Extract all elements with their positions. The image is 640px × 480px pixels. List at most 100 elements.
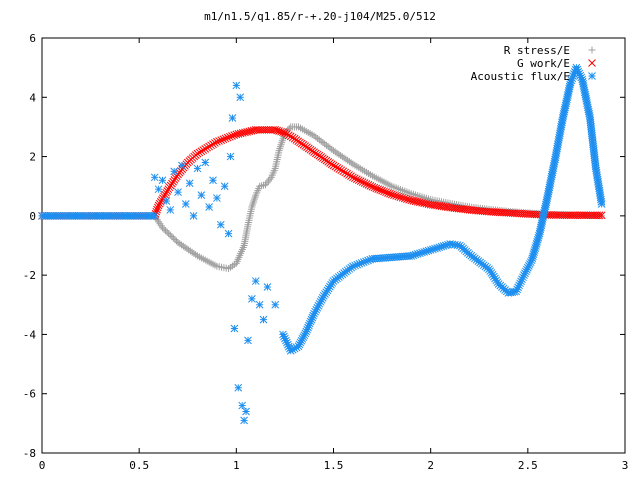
data-point [259, 315, 268, 324]
data-point [186, 247, 194, 255]
data-point [595, 211, 604, 220]
data-point [181, 200, 190, 208]
y-tick-label: -2 [23, 269, 36, 282]
data-point [386, 189, 394, 198]
data-point [155, 199, 164, 208]
data-point [343, 169, 351, 178]
data-point [188, 248, 196, 256]
data-point [158, 176, 167, 185]
data-point [378, 186, 386, 195]
data-point [185, 179, 194, 188]
data-point [330, 147, 337, 155]
data-point [345, 158, 353, 166]
y-tick-label: 2 [29, 151, 36, 164]
data-point [223, 133, 232, 142]
data-point [171, 236, 179, 244]
data-point [205, 142, 213, 151]
data-point [398, 193, 407, 202]
data-point [597, 200, 606, 208]
data-point [380, 187, 388, 196]
x-tick-label: 0.5 [129, 459, 149, 472]
data-point [242, 407, 250, 416]
data-point [150, 212, 159, 220]
data-point [226, 132, 234, 141]
legend-marker [588, 59, 596, 67]
data-point [197, 147, 206, 156]
data-point [392, 191, 400, 200]
chart-title: m1/n1.5/q1.85/r-+.20-j104/M25.0/512 [204, 10, 436, 23]
data-point [341, 168, 350, 177]
data-point [236, 93, 245, 102]
data-point [230, 324, 239, 333]
data-point [211, 139, 219, 147]
data-point [284, 131, 293, 140]
data-point [228, 114, 237, 122]
legend-label: Acoustic flux/E [471, 70, 570, 83]
data-point [215, 137, 223, 145]
data-point [326, 144, 334, 152]
data-point [154, 185, 163, 194]
data-point [203, 143, 212, 152]
data-point [364, 181, 373, 189]
data-point [205, 203, 213, 211]
data-point [382, 188, 390, 197]
data-point [331, 162, 340, 171]
data-point [358, 178, 367, 186]
legend-marker [588, 72, 596, 80]
data-point [319, 139, 327, 147]
data-point [213, 194, 221, 202]
data-point [405, 195, 413, 204]
x-tick-label: 3 [622, 459, 629, 472]
data-point [271, 300, 280, 309]
data-point [158, 224, 166, 232]
data-point [337, 151, 345, 159]
y-tick-label: 4 [29, 91, 36, 104]
data-point [285, 124, 293, 132]
data-point [255, 300, 264, 309]
data-point [163, 187, 172, 195]
y-tick-label: 0 [29, 210, 36, 223]
data-point [168, 233, 176, 241]
data-point [185, 246, 193, 254]
data-point [354, 176, 363, 185]
data-point [162, 197, 171, 205]
data-point [217, 136, 226, 144]
data-point [195, 148, 204, 157]
data-point [315, 136, 323, 144]
data-point [183, 245, 191, 253]
data-point [234, 383, 243, 392]
data-point [335, 165, 344, 173]
data-point [199, 146, 208, 154]
data-point [344, 156, 352, 164]
data-point [394, 192, 403, 201]
data-point [154, 201, 163, 210]
data-point [347, 172, 355, 180]
data-point [189, 212, 198, 220]
data-point [216, 220, 225, 229]
data-point [232, 81, 241, 90]
data-point [193, 149, 202, 158]
x-tick-label: 2 [427, 459, 434, 472]
data-point [162, 227, 170, 235]
data-point [224, 229, 233, 238]
data-point [170, 167, 179, 176]
data-point [322, 141, 330, 149]
data-point [209, 140, 217, 148]
data-point [384, 189, 392, 197]
data-point [201, 158, 210, 167]
data-point [324, 143, 332, 151]
data-point [207, 141, 215, 150]
data-point [362, 180, 371, 188]
y-tick-label: -4 [23, 328, 37, 341]
data-point [597, 211, 606, 220]
data-point [312, 133, 320, 141]
data-point [240, 416, 248, 425]
data-point [190, 249, 198, 257]
data-point [251, 277, 260, 285]
series-0 [38, 123, 606, 273]
data-point [321, 140, 329, 148]
data-point [165, 230, 173, 238]
series-2 [38, 63, 606, 425]
data-point [366, 182, 375, 190]
x-tick-label: 2.5 [518, 459, 538, 472]
